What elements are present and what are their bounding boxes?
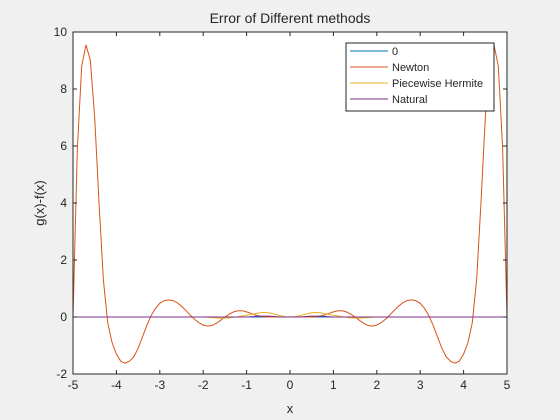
legend-box: [345, 42, 495, 112]
x-tick-label: 5: [504, 378, 511, 392]
x-tick-label: 2: [373, 378, 380, 392]
legend: 0 Newton Piecewise Hermite Natural: [345, 42, 495, 112]
y-tick-label: 4: [60, 196, 67, 210]
y-axis-label: g(x)-f(x): [32, 180, 47, 226]
x-tick-label: 0: [287, 378, 294, 392]
legend-label-newton: Newton: [392, 62, 429, 74]
x-tick-label: 3: [417, 378, 424, 392]
y-tick-label: 0: [60, 310, 67, 324]
x-axis-label: x: [287, 401, 294, 416]
series-line-natural: [73, 315, 507, 318]
chart-title: Error of Different methods: [210, 10, 371, 26]
y-tick-label: 2: [60, 253, 67, 267]
legend-label-natural: Natural: [392, 94, 427, 106]
x-tick-label: -4: [111, 378, 122, 392]
legend-items: 0 Newton Piecewise Hermite Natural: [350, 46, 483, 106]
tick-layer: -5 -4 -3 -2 -1 0 1 2 3 4 5 -2 0 2 4 6 8 10: [54, 25, 511, 392]
x-tick-label: -2: [198, 378, 209, 392]
y-tick-label: -2: [56, 367, 67, 381]
legend-label-0: 0: [392, 46, 398, 58]
x-tick-label: -1: [241, 378, 252, 392]
x-tick-label: 4: [460, 378, 467, 392]
legend-label-piecewise-hermite: Piecewise Hermite: [392, 78, 483, 90]
y-tick-label: 10: [54, 25, 68, 39]
series-layer: [72, 44, 508, 364]
y-tick-label: 8: [60, 82, 67, 96]
x-tick-label: 1: [330, 378, 337, 392]
x-tick-label: -5: [68, 378, 79, 392]
x-tick-label: -3: [154, 378, 165, 392]
y-tick-label: 6: [60, 139, 67, 153]
